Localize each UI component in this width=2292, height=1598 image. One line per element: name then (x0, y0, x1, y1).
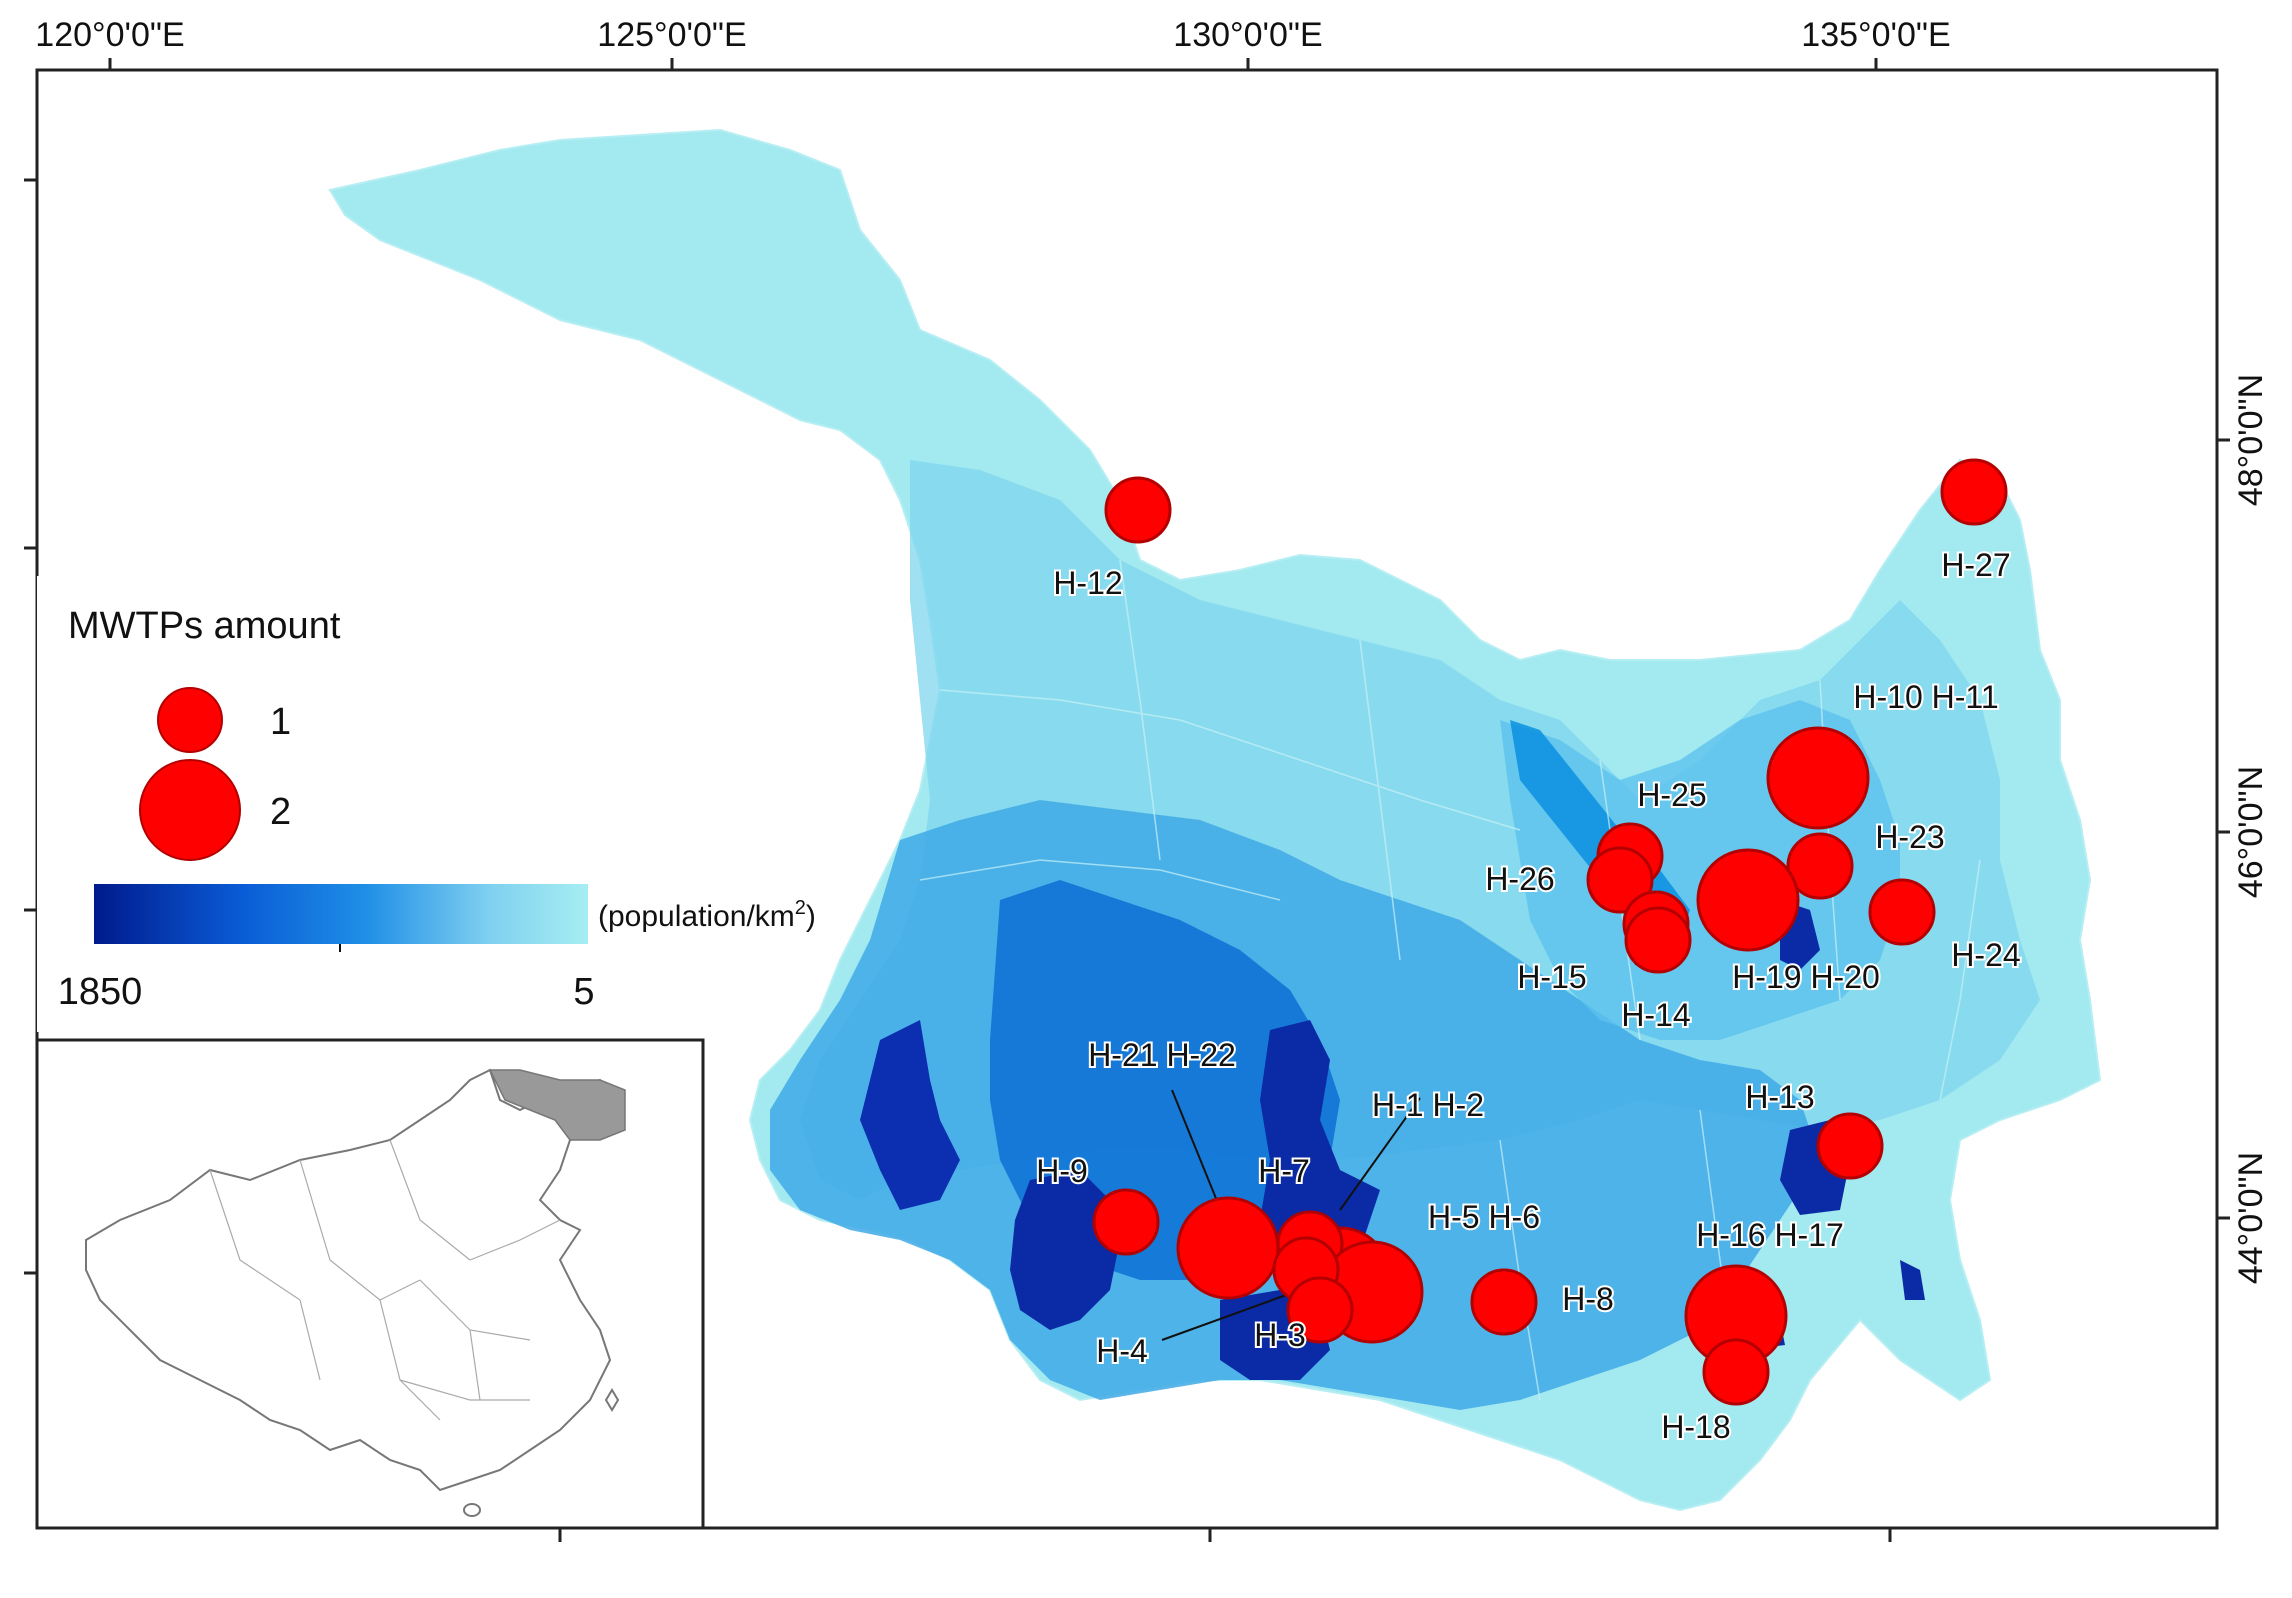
left-ticks (24, 178, 37, 1275)
inset-heilongjiang-highlight (488, 1069, 626, 1141)
inset-taiwan (604, 1388, 620, 1412)
colorbar-unit: (population/km2) (598, 897, 816, 933)
right-ticks (2217, 438, 2230, 1220)
legend: MWTPs amount 1 2 (population/km2) 1850 5 (37, 576, 816, 1032)
site-label-h3: H-3 (1254, 1317, 1306, 1353)
site-label-h18: H-18 (1661, 1409, 1730, 1445)
site-marker-h-27 (1940, 458, 2008, 526)
site-marker-h-8 (1470, 1268, 1538, 1336)
site-marker-h-3 (1286, 1276, 1354, 1344)
site-label-h26: H-26 (1485, 861, 1554, 897)
site-marker-h-19-h-20 (1696, 848, 1800, 952)
site-marker-h-24 (1868, 878, 1936, 946)
legend-marker-2 (139, 759, 241, 861)
site-marker-h-12 (1104, 476, 1172, 544)
site-marker-h-13 (1816, 1112, 1884, 1180)
province-regions (328, 128, 2102, 1512)
site-label-h24: H-24 (1951, 937, 2020, 973)
site-label-h8: H-8 (1562, 1281, 1614, 1317)
site-label-h19-h20: H-19 H-20 (1732, 959, 1880, 995)
inset-province-lines (209, 1139, 561, 1421)
site-label-h12: H-12 (1053, 565, 1122, 601)
region-dense-east (1900, 1260, 1925, 1300)
region-dense-harbin (1010, 1170, 1120, 1330)
inset-china-map (35, 1038, 705, 1530)
site-label-h27: H-27 (1941, 547, 2010, 583)
site-marker-h-23 (1786, 832, 1854, 900)
site-marker-h-9 (1092, 1188, 1160, 1256)
site-markers (1092, 458, 2008, 1406)
site-marker-h-14 (1624, 906, 1692, 974)
legend-marker-2-label: 2 (270, 791, 291, 833)
site-label-h21-h22: H-21 H-22 (1088, 1037, 1236, 1073)
top-tick-label-1: 120°0'0"E (35, 16, 184, 54)
site-label-h25: H-25 (1637, 777, 1706, 813)
top-tick-label-2: 125°0'0"E (597, 16, 746, 54)
legend-marker-1-label: 1 (270, 701, 291, 743)
legend-marker-1 (157, 687, 223, 753)
site-marker-h-26 (1586, 846, 1654, 914)
region-dense-west (860, 1020, 960, 1210)
top-tick-label-3: 130°0'0"E (1173, 16, 1322, 54)
site-labels: H-12 H-27 H-10 H-11 H-25 H-23 H-26 H-24 … (1034, 545, 2022, 1447)
site-marker-h-21-h-22 (1176, 1196, 1280, 1300)
colorbar-max-label: 1850 (58, 971, 143, 1013)
site-marker-h-18 (1702, 1338, 1770, 1406)
right-tick-label-2: 46°0'0"N (2232, 766, 2270, 898)
bottom-ticks (558, 1528, 1892, 1542)
top-ticks (108, 58, 1878, 70)
inset-hainan (463, 1503, 481, 1517)
site-label-h9: H-9 (1036, 1153, 1088, 1189)
site-label-h14: H-14 (1621, 997, 1690, 1033)
top-tick-label-4: 135°0'0"E (1801, 16, 1950, 54)
region-dense-center (1260, 1020, 1380, 1280)
site-label-h5-h6: H-5 H-6 (1428, 1199, 1540, 1235)
site-marker-h-10-h-11 (1766, 726, 1870, 830)
right-tick-label-1: 48°0'0"N (2232, 374, 2270, 506)
site-label-h4: H-4 (1096, 1333, 1148, 1369)
site-label-h1-h2: H-1 H-2 (1372, 1087, 1484, 1123)
colorbar-min-label: 5 (573, 971, 594, 1013)
site-label-h15: H-15 (1517, 959, 1586, 995)
site-label-h23: H-23 (1875, 819, 1944, 855)
site-label-h7: H-7 (1258, 1153, 1310, 1189)
legend-title: MWTPs amount (68, 605, 341, 647)
inset-china-outline (85, 1068, 622, 1492)
site-label-h16-h17: H-16 H-17 (1696, 1217, 1844, 1253)
colorbar (94, 884, 588, 944)
right-tick-label-3: 44°0'0"N (2232, 1152, 2270, 1284)
site-label-h13: H-13 (1745, 1079, 1814, 1115)
site-label-h10-h11: H-10 H-11 (1853, 679, 1998, 715)
